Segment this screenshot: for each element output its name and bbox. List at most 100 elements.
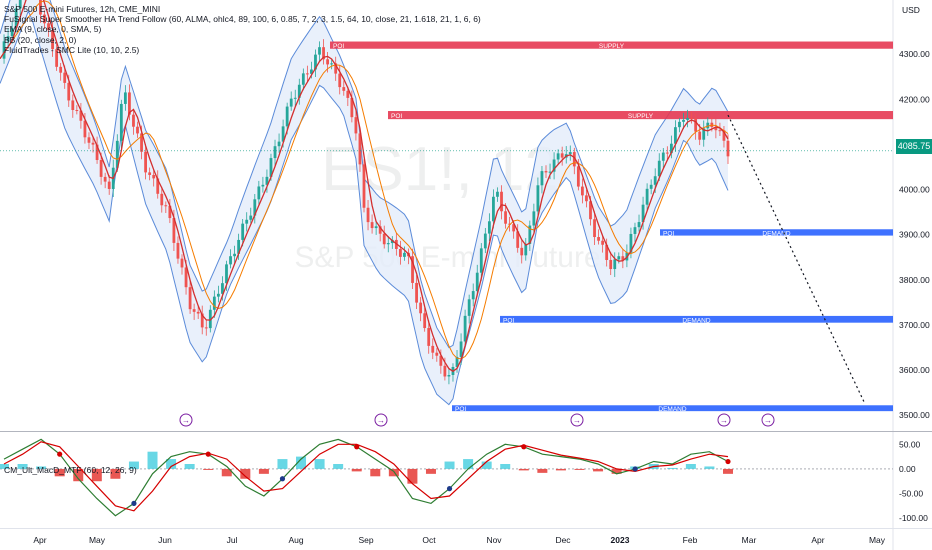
zone-tag-0: POI (333, 43, 344, 50)
candle-body (51, 30, 54, 50)
candle-body (653, 176, 657, 185)
x-tick-label-12: Apr (811, 535, 824, 545)
x-tick-label-6: Oct (422, 535, 436, 545)
candle-body (305, 73, 309, 75)
candle-body (382, 233, 386, 245)
zone-demand-4 (452, 405, 893, 412)
candle-body (99, 159, 103, 177)
candle-body (342, 87, 346, 91)
candle-body (322, 47, 325, 60)
candle-body (718, 130, 722, 132)
candle-body (374, 226, 378, 229)
x-tick-label-3: Jul (227, 535, 238, 545)
macd-histogram-bar (110, 468, 121, 479)
event-marker-glyph-0: → (182, 416, 190, 425)
candle-body (540, 171, 544, 186)
candle-body (641, 204, 645, 223)
candle-body (140, 133, 143, 152)
candle-body (160, 193, 164, 206)
macd-signal-line (3, 441, 729, 512)
watermark-name: S&P 500 E-mini Futures (294, 241, 615, 274)
macd-histogram-bar (685, 464, 696, 469)
ema-line (0, 0, 729, 360)
candle-body (208, 309, 212, 329)
macd-histogram-bar (407, 468, 418, 484)
x-tick-label-4: Aug (288, 535, 303, 545)
macd-line (3, 438, 729, 517)
x-tick-label-8: Dec (555, 535, 571, 545)
candle-body (411, 256, 414, 283)
macd-legend: CM_Ult_MacD_MTF (60, 12, 26, 9) (4, 465, 137, 475)
candle-body (83, 120, 87, 138)
macd-histogram-bar (240, 468, 251, 479)
candle-body (269, 158, 273, 177)
candle-body (589, 201, 592, 220)
candle-body (431, 345, 435, 353)
candle-body (281, 126, 285, 142)
y-axis-currency: USD (902, 5, 920, 15)
candle-body (204, 327, 208, 329)
candle-body (63, 72, 67, 83)
macd-histogram-bar (54, 468, 65, 477)
candle-body (492, 196, 495, 222)
macd-histogram-bar (17, 464, 28, 469)
candle-body (91, 142, 95, 145)
candle-body (500, 191, 503, 212)
zone-tag-2: POI (663, 230, 674, 237)
candle-body (479, 248, 483, 273)
candle-body (633, 227, 637, 234)
event-marker-1 (374, 413, 388, 427)
candle-body (87, 137, 91, 143)
candle-body (657, 160, 661, 177)
candle-body (144, 151, 147, 173)
projection-line (727, 114, 866, 405)
x-tick-label-9: 2023 (611, 535, 630, 545)
candle-body (512, 224, 516, 232)
candle-body (119, 103, 123, 141)
candle-body (14, 8, 18, 28)
y-tick-label-1: 4200.00 (899, 94, 930, 104)
candle-body (629, 233, 633, 253)
trend-line (0, 0, 729, 373)
candle-body (71, 100, 75, 111)
x-tick-label-0: Apr (33, 535, 46, 545)
candle-body (362, 164, 366, 208)
macd-histogram-bar (370, 468, 381, 477)
macd-histogram-bar (277, 459, 288, 469)
candle-body (548, 171, 552, 173)
candle-body (487, 221, 491, 234)
candle-body (447, 374, 451, 377)
macd-histogram-bar (481, 461, 492, 469)
candle-body (128, 92, 131, 115)
candle-body (536, 185, 540, 212)
candle-body (79, 110, 83, 121)
candle-body (674, 127, 677, 144)
zone-supply-1 (388, 111, 893, 120)
candle-body (358, 133, 362, 165)
event-marker-4 (761, 413, 775, 427)
y-tick-label-0: 4300.00 (899, 49, 930, 59)
candle-body (475, 272, 479, 292)
legend-bb: BB (20, close, 2, 0) (4, 34, 77, 45)
candle-body (378, 226, 382, 234)
macd-histogram-bar (537, 468, 548, 473)
event-marker-glyph-2: → (573, 416, 581, 425)
candle-body (301, 73, 305, 85)
candle-body (47, 23, 50, 31)
zone-label-0: SUPPLY (599, 43, 625, 50)
candle-body (690, 117, 693, 119)
macd-histogram-bar (91, 468, 102, 482)
candle-body (148, 172, 152, 175)
candle-body (261, 184, 265, 187)
candle-body (257, 186, 261, 200)
macd-histogram-bar (500, 464, 511, 469)
candle-body (229, 256, 232, 265)
candle-body (714, 127, 718, 131)
candle-body (552, 159, 556, 172)
zone-demand-2 (660, 229, 893, 236)
macd-histogram-bar (574, 468, 585, 470)
candle-body (188, 287, 192, 310)
candle-body (192, 309, 196, 312)
candle-body (669, 143, 673, 154)
